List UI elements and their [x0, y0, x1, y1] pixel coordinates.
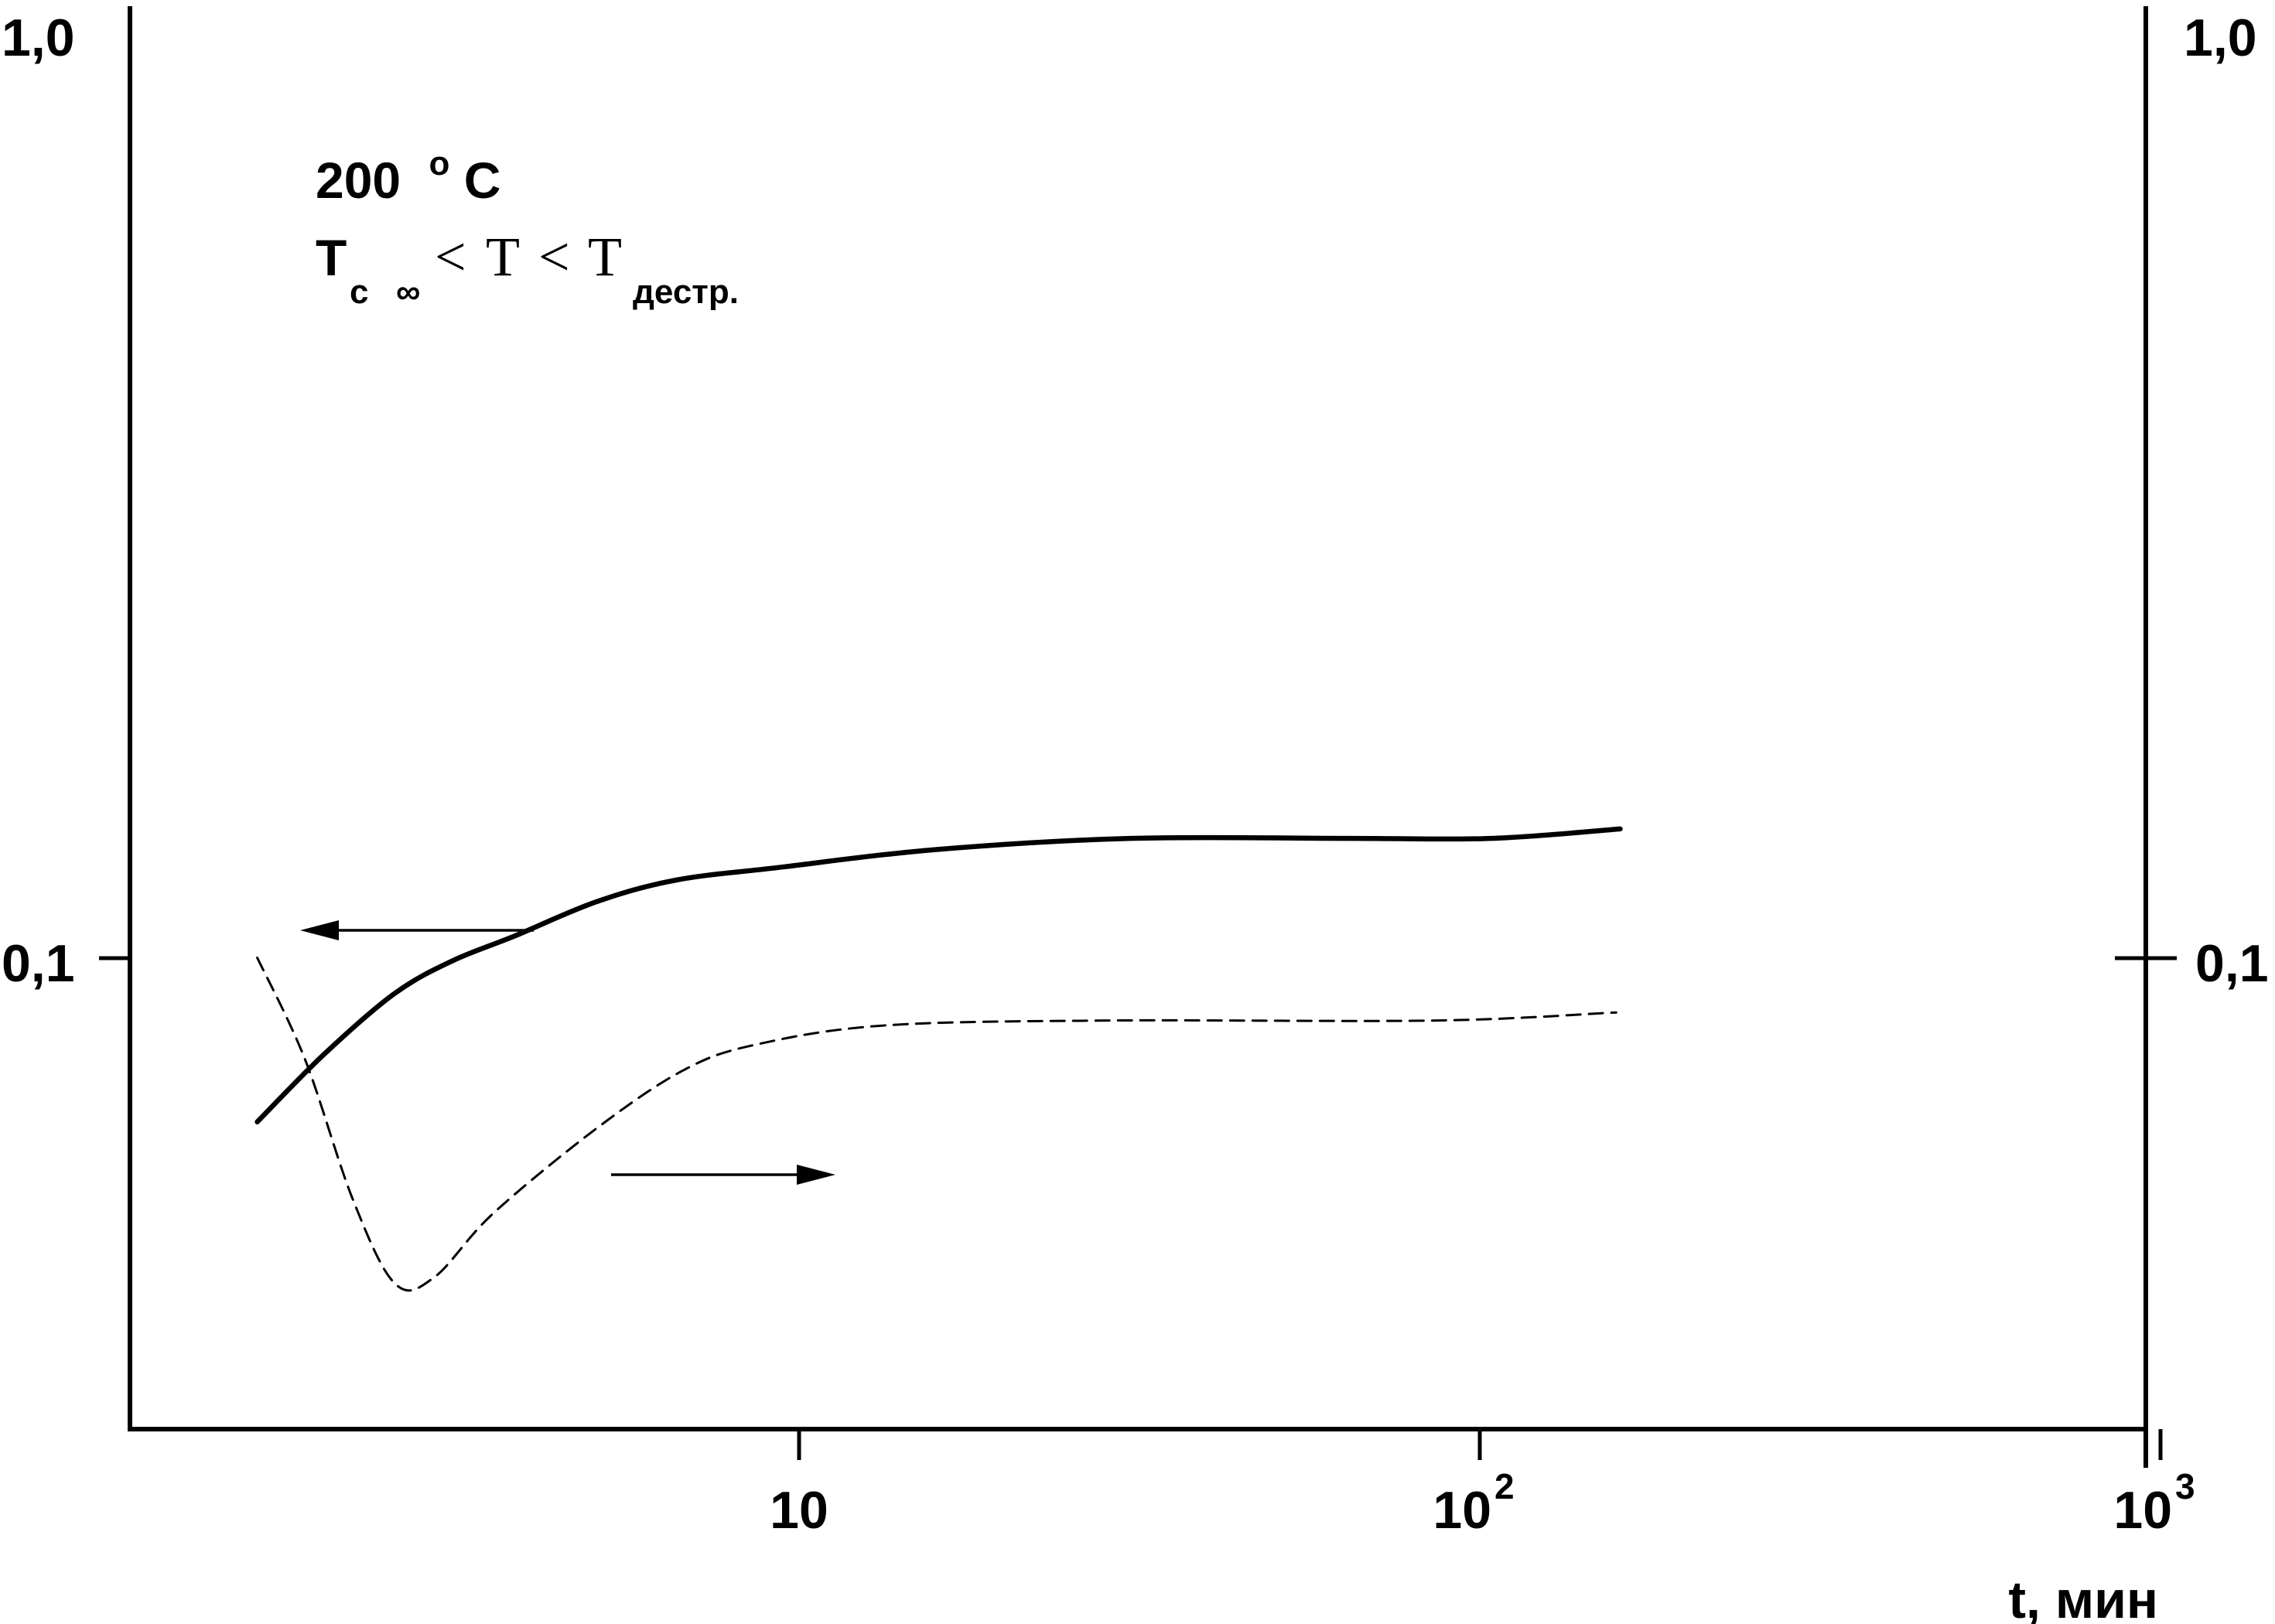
- arrow-left-head: [300, 920, 339, 940]
- x-tick-label-0: 10: [770, 1481, 828, 1540]
- relation-infinity: ∞: [396, 273, 420, 311]
- degree-symbol: o: [429, 145, 449, 183]
- x-tick-base-1: 10: [1433, 1481, 1491, 1540]
- annotation-relation: T c ∞ < T < T дестр.: [316, 226, 739, 311]
- annotation-temperature: 200 o C: [316, 128, 500, 209]
- x-tick-label-1: 102: [1433, 1466, 1514, 1540]
- x-tick-base-2: 10: [2113, 1481, 2172, 1540]
- x-tick-label-2: 103: [2113, 1466, 2195, 1540]
- plot-frame: [128, 6, 2148, 1468]
- y-right-tick-label-1: 0,1: [2195, 934, 2269, 993]
- axis-arrows: [300, 920, 835, 1185]
- relation-less-than-2: <: [538, 226, 570, 288]
- y-left-tick-label-1: 0,1: [2, 934, 75, 993]
- relation-t-destr: T: [588, 226, 622, 288]
- svg-text:200 o C: 200 o C: [316, 128, 500, 209]
- x-tick-exponent-1: 2: [1494, 1466, 1515, 1506]
- y-left-tick-label-0: 1,0: [2, 9, 75, 67]
- relation-t-glass: T: [316, 229, 347, 286]
- relation-t-glass-sub: c: [350, 273, 368, 311]
- data-series: [254, 826, 1623, 1292]
- series-dashed-curve: [256, 957, 1617, 1292]
- temperature-value: 200: [316, 152, 401, 209]
- axis-ticks: [99, 956, 2177, 1460]
- series-solid-curve: [254, 826, 1623, 1124]
- relation-t-destr-sub: дестр.: [633, 273, 739, 311]
- temperature-unit: C: [464, 152, 501, 209]
- x-tick-exponent-2: 3: [2175, 1466, 2195, 1506]
- x-axis-label: t, мин: [2008, 1571, 2158, 1624]
- y-right-tick-label-0: 1,0: [2184, 9, 2257, 67]
- relation-t: T: [486, 226, 520, 288]
- arrow-right-head: [797, 1165, 835, 1185]
- relation-less-than-1: <: [435, 226, 466, 288]
